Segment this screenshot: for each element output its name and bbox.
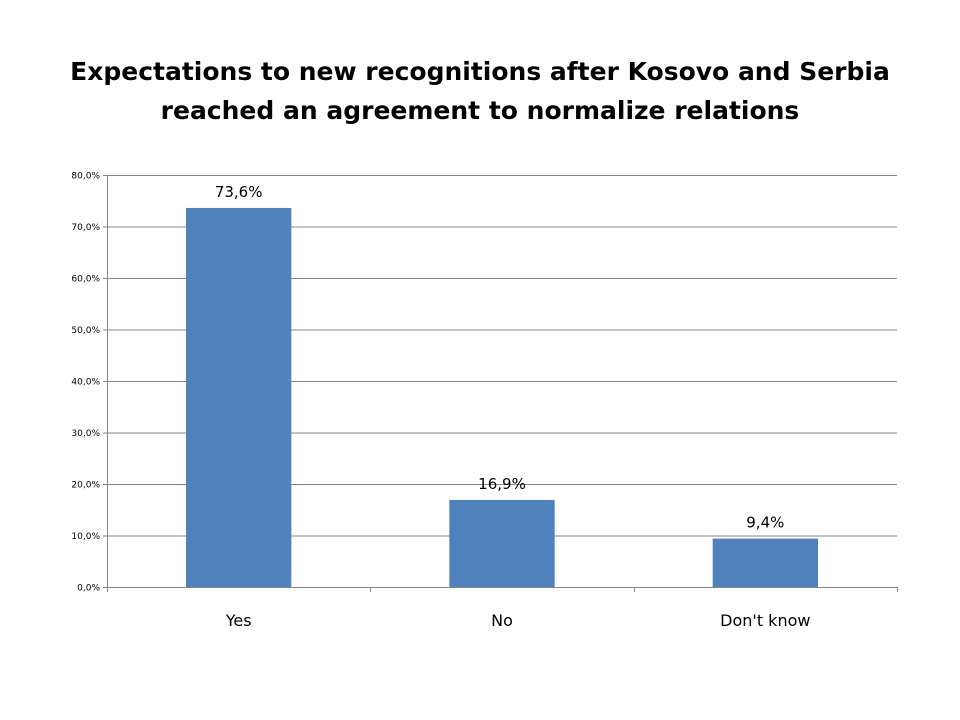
bar [186, 207, 292, 587]
y-tick-label: 30,0% [71, 429, 100, 439]
x-tick-label: Don't know [720, 611, 810, 630]
x-tick-label: No [491, 611, 513, 630]
y-tick-label: 40,0% [71, 378, 100, 388]
y-tick-label: 50,0% [71, 326, 100, 336]
bar [712, 538, 818, 587]
y-tick-label: 70,0% [71, 223, 100, 233]
bar [449, 499, 555, 587]
y-tick-label: 60,0% [71, 275, 100, 285]
y-tick-label: 20,0% [71, 481, 100, 491]
chart-title-line-1: Expectations to new recognitions after K… [70, 57, 890, 86]
chart-title: Expectations to new recognitions after K… [60, 52, 900, 130]
chart-title-line-2: reached an agreement to normalize relati… [160, 96, 800, 125]
y-tick-label: 10,0% [71, 532, 100, 542]
y-tick-label: 80,0% [71, 172, 100, 182]
data-label: 73,6% [215, 183, 263, 201]
data-label: 16,9% [478, 475, 526, 493]
y-tick-label: 0,0% [77, 584, 100, 594]
x-tick-label: Yes [225, 611, 252, 630]
data-label: 9,4% [746, 514, 784, 532]
